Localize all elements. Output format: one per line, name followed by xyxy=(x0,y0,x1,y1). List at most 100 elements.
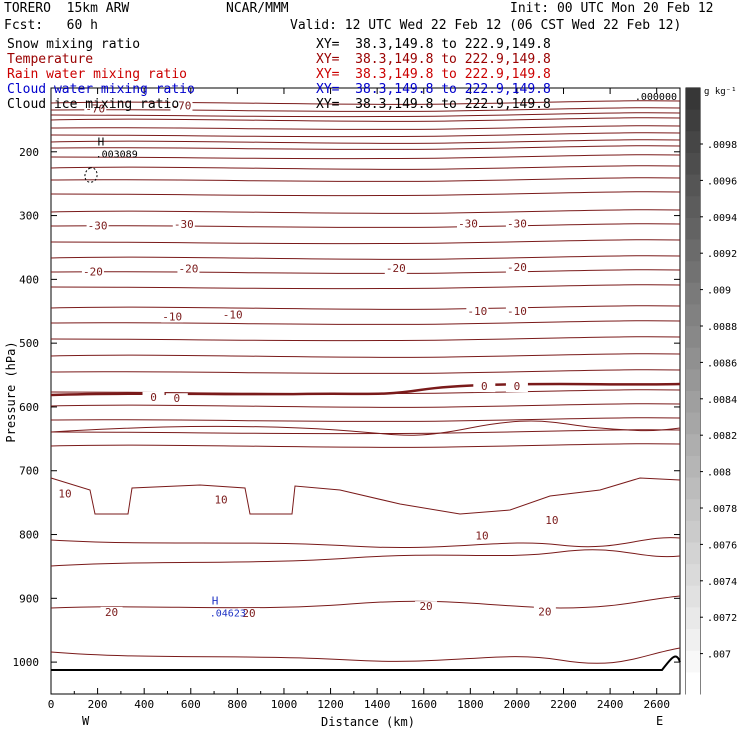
colorbar-cell xyxy=(686,585,700,608)
isotherm-label-bg xyxy=(210,494,233,506)
colorbar-label: .008 xyxy=(707,468,731,479)
high-value: .003089 xyxy=(96,149,138,160)
snow-contour xyxy=(84,167,98,183)
model-title: TORERO 15km ARW xyxy=(4,1,130,16)
colorbar-label: .009 xyxy=(707,286,731,297)
isotherm-label-bg xyxy=(81,266,104,278)
colorbar-cell xyxy=(686,455,700,479)
isotherm-label: 10 xyxy=(58,487,71,500)
isotherm-label: -10 xyxy=(162,311,182,324)
isotherm xyxy=(50,353,681,358)
isotherm xyxy=(50,139,681,144)
isotherm-label-bg xyxy=(177,263,200,275)
isotherm xyxy=(50,284,681,290)
high-value: .04623 xyxy=(210,609,246,620)
isotherm-label: -10 xyxy=(507,305,527,318)
x-tick-label: 2600 xyxy=(643,698,670,711)
high-marker: H xyxy=(98,135,105,148)
field-section-range: XY= 38.3,149.8 to 222.9,149.8 xyxy=(316,37,551,52)
terrain-line xyxy=(51,655,681,671)
isotherm xyxy=(50,117,681,122)
isotherm xyxy=(50,255,681,260)
isotherm xyxy=(50,223,681,229)
x-tick-label: 2200 xyxy=(550,698,577,711)
colorbar-label: .0074 xyxy=(707,577,737,588)
field-name: Snow mixing ratio xyxy=(7,37,141,52)
isotherm-label: 10 xyxy=(475,529,488,542)
field-section-range: XY= 38.3,149.8 to 222.9,149.8 xyxy=(316,52,551,67)
isotherm-label-bg xyxy=(415,601,438,613)
colorbar-cell xyxy=(686,196,700,219)
isotherm xyxy=(50,537,681,549)
isotherm-label: -70 xyxy=(172,99,192,112)
isotherm-label: -30 xyxy=(88,219,108,232)
colorbar-label: .0076 xyxy=(707,540,737,551)
isotherm-label: 10 xyxy=(545,514,558,527)
colorbar-cell xyxy=(686,131,700,154)
init-time: Init: 00 UTC Mon 20 Feb 12 xyxy=(510,1,714,16)
colorbar-cell xyxy=(686,109,700,132)
colorbar-cell xyxy=(686,412,700,435)
x-tick-label: 200 xyxy=(88,698,108,711)
colorbar-cell xyxy=(686,542,700,565)
colorbar-cell xyxy=(686,650,700,673)
isotherm xyxy=(50,429,681,435)
isotherm-label: -30 xyxy=(458,217,478,230)
field-section-range: XY= 38.3,149.8 to 222.9,149.8 xyxy=(316,97,551,112)
isotherm xyxy=(50,420,681,436)
freezing-isotherm xyxy=(50,382,681,397)
colorbar-cell xyxy=(686,369,700,392)
west-label: W xyxy=(82,714,90,728)
colorbar-cell xyxy=(686,499,700,522)
isotherm xyxy=(50,269,681,275)
colorbar-cell xyxy=(686,217,700,240)
isotherm-label-bg xyxy=(384,263,407,275)
colorbar-label: .0082 xyxy=(707,431,737,442)
colorbar-label: .007 xyxy=(707,650,731,661)
isotherm-label: 20 xyxy=(538,605,551,618)
isotherm-label: 10 xyxy=(214,494,227,507)
x-tick-label: 1200 xyxy=(317,698,344,711)
isotherm-label-bg xyxy=(505,305,528,317)
isotherm-label-bg xyxy=(470,530,493,542)
colorbar-cell xyxy=(686,282,700,305)
isotherm-label: -20 xyxy=(83,265,103,278)
colorbar-cell xyxy=(686,520,700,543)
plot-frame xyxy=(50,87,681,695)
isotherm-label: 20 xyxy=(242,607,255,620)
y-tick-label: 1000 xyxy=(13,656,40,669)
colorbar-cell xyxy=(686,326,700,349)
isotherm-label-bg xyxy=(505,381,528,393)
isotherm-label-bg xyxy=(473,381,496,393)
isotherm-label-bg xyxy=(161,311,184,323)
isotherm xyxy=(50,125,681,131)
isotherm-label: -20 xyxy=(179,263,199,276)
isotherm xyxy=(50,112,681,118)
isotherm-label: -10 xyxy=(223,309,243,322)
colorbar-label: .0088 xyxy=(707,322,737,333)
isotherm-label-bg xyxy=(505,218,528,230)
field-name: Cloud ice mixing ratio xyxy=(7,97,180,112)
colorbar-label: .0096 xyxy=(707,176,737,187)
isotherm xyxy=(50,647,681,664)
isotherm xyxy=(50,239,681,245)
isotherm-label-bg xyxy=(533,606,556,618)
x-tick-label: 0 xyxy=(48,698,55,711)
colorbar-cell xyxy=(686,477,700,500)
colorbar-label: .0092 xyxy=(707,249,737,260)
isotherm xyxy=(50,369,681,375)
colorbar-label: .0098 xyxy=(707,140,737,151)
colorbar-label: .0094 xyxy=(707,213,737,224)
isotherm xyxy=(50,403,681,408)
forecast-hour: Fcst: 60 h xyxy=(4,18,98,33)
colorbar-cell xyxy=(686,88,700,111)
isotherm-label-bg xyxy=(172,219,195,231)
isotherm xyxy=(50,305,681,310)
isotherm-label: 0 xyxy=(481,380,488,393)
x-tick-label: 2400 xyxy=(597,698,624,711)
x-tick-label: 800 xyxy=(227,698,247,711)
field-name: Rain water mixing ratio xyxy=(7,67,188,82)
isotherm-label-bg xyxy=(505,261,528,273)
y-tick-label: 700 xyxy=(19,465,39,478)
